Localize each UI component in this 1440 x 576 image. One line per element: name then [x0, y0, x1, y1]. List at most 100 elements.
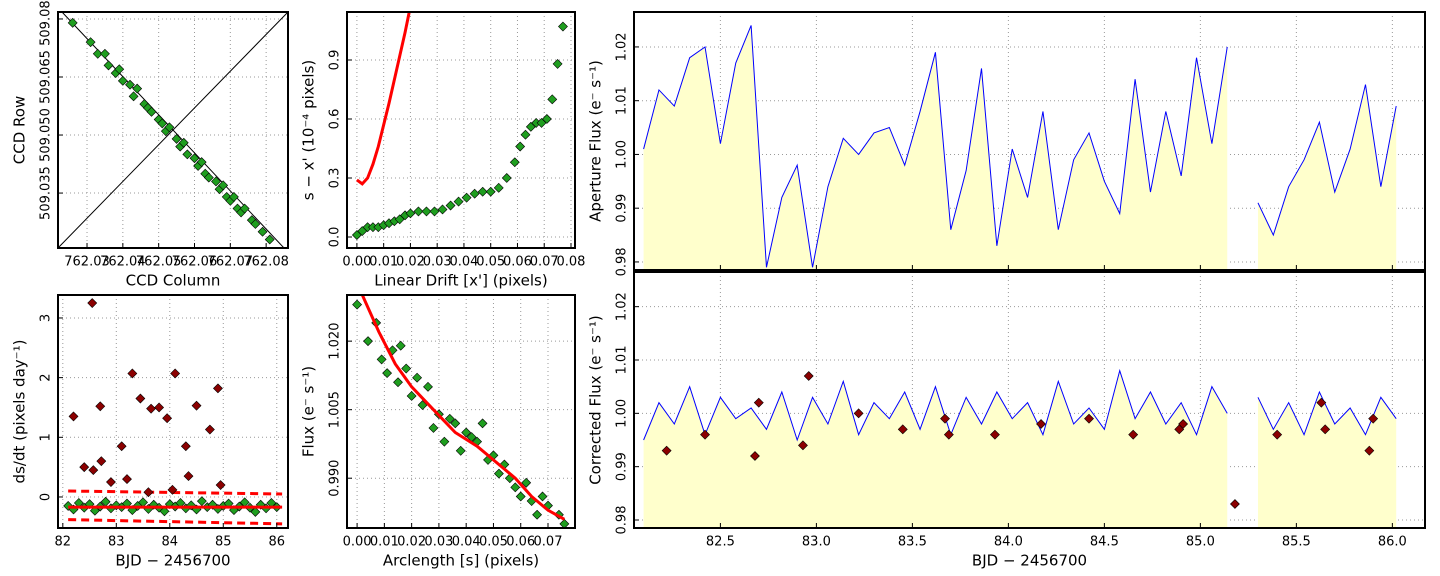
point [1364, 445, 1375, 456]
point [547, 94, 558, 105]
axes-frame [346, 294, 576, 529]
point [182, 149, 193, 160]
area-fill [643, 370, 1397, 528]
point [450, 418, 461, 429]
point [515, 141, 526, 152]
point [376, 354, 387, 365]
point [461, 192, 472, 203]
flux-line [643, 25, 1397, 268]
point [493, 468, 504, 479]
point [940, 413, 950, 424]
point [352, 299, 363, 310]
point [700, 429, 710, 440]
point [853, 408, 864, 419]
x-tick-label: 0.06 [503, 255, 532, 270]
x-tick-label: 0.05 [476, 255, 505, 270]
x-tick-label: 86 [268, 535, 285, 550]
axes-frame [57, 11, 289, 249]
x-tick-label: 0.07 [534, 535, 563, 550]
curve [356, 12, 411, 186]
x-tick-label: 0.01 [369, 255, 398, 270]
point [250, 506, 261, 517]
point [1320, 424, 1331, 435]
x-tick-label: 83.5 [898, 535, 927, 550]
y-tick-label: 0.6 [328, 109, 343, 130]
x-tick-label: 0.04 [449, 255, 478, 270]
y-axis-label: CCD Row [11, 96, 29, 164]
axes-frame [633, 271, 1426, 529]
point [79, 462, 90, 473]
point [753, 397, 764, 408]
x-tick-label: 0.06 [506, 535, 535, 550]
point [453, 196, 464, 207]
y-tick-label: 0.98 [615, 506, 630, 535]
y-tick-label: 1.01 [615, 86, 630, 115]
point [423, 381, 433, 392]
point [417, 400, 428, 411]
point [515, 491, 526, 502]
point [1178, 419, 1189, 429]
curve [361, 295, 566, 521]
point [125, 79, 135, 90]
point [552, 58, 563, 69]
point [211, 176, 221, 187]
x-tick-label: 0.05 [479, 535, 508, 550]
point [117, 75, 128, 86]
point [1036, 419, 1046, 429]
x-tick-label: 82.5 [706, 535, 735, 550]
y-tick-label: 1.01 [615, 346, 630, 375]
x-tick-label: 84.5 [1090, 535, 1119, 550]
point [213, 383, 223, 394]
y-tick-label: 509.080 [39, 0, 54, 46]
point [382, 368, 393, 379]
point [412, 372, 423, 383]
point [401, 363, 412, 374]
axes-frame [57, 294, 289, 529]
x-tick-label: 84.0 [994, 535, 1023, 550]
y-tick-label: 0.99 [615, 452, 630, 481]
x-tick-label: 84 [162, 535, 179, 550]
y-tick-label: 0.9 [328, 50, 343, 71]
panel: 82.5 83.0 83.5 84.0 84.5 85.0 85.5 86.0 0.98 0.99… [587, 271, 1426, 570]
plot-area [347, 12, 575, 248]
y-tick-label: 0.0 [328, 227, 343, 248]
point [106, 477, 116, 487]
point [477, 186, 488, 197]
point [100, 48, 110, 59]
x-tick-label: 762.08 [243, 255, 289, 270]
y-tick-label: 0 [39, 493, 54, 501]
y-tick-label: 0.99 [615, 194, 630, 223]
point [203, 172, 214, 183]
plot-area [347, 295, 575, 528]
curve [68, 489, 283, 496]
point [990, 429, 1000, 440]
x-tick-label: 762.04 [100, 255, 146, 270]
point [146, 106, 157, 117]
x-tick-label: 0.04 [452, 535, 481, 550]
point [215, 480, 226, 490]
plot-area [58, 12, 288, 248]
x-tick-label: 82 [55, 535, 72, 550]
panel: 0.000.010.020.030.040.050.060.070.08 0.0 0… [300, 11, 585, 290]
point [437, 204, 448, 215]
point [250, 219, 261, 229]
point [798, 440, 808, 451]
fit-line [61, 12, 285, 248]
x-tick-label: 85 [215, 535, 232, 550]
point [1368, 413, 1379, 424]
point [85, 37, 96, 48]
point [541, 114, 552, 124]
point [132, 83, 143, 94]
point [803, 371, 814, 381]
y-axis-label: ds/dt (pixels day⁻¹) [11, 340, 29, 484]
point [167, 484, 178, 495]
curve [68, 518, 283, 526]
point [444, 413, 455, 424]
point [127, 368, 138, 379]
point [1316, 397, 1327, 408]
x-tick-label: 86.0 [1378, 535, 1407, 550]
point [469, 188, 480, 199]
point [189, 153, 200, 164]
point [204, 424, 215, 435]
